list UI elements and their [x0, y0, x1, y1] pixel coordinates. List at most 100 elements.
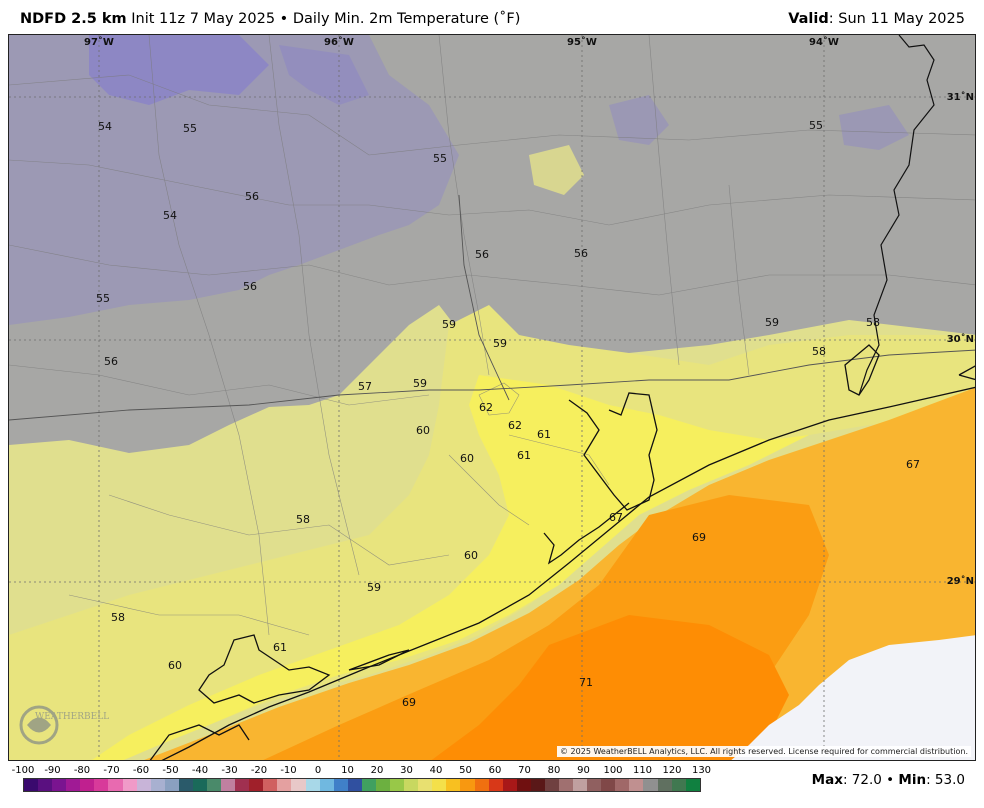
- temperature-value: 60: [168, 659, 182, 672]
- colorbar-swatch: [516, 779, 531, 791]
- colorbar-swatch: [460, 779, 475, 791]
- temperature-value: 55: [433, 152, 447, 165]
- colorbar-swatch: [685, 779, 700, 791]
- temperature-value: 59: [413, 377, 427, 390]
- temperature-value: 54: [98, 120, 112, 133]
- copyright-credit: © 2025 WeatherBELL Analytics, LLC. All r…: [557, 746, 971, 757]
- colorbar-swatch: [474, 779, 489, 791]
- legend-tick-label: 20: [370, 765, 384, 776]
- colorbar-swatch: [263, 779, 278, 791]
- map-title: NDFD 2.5 km Init 11z 7 May 2025 • Daily …: [20, 11, 520, 27]
- weatherbell-logo: WEATHERBELL: [19, 705, 109, 745]
- temperature-value: 69: [692, 531, 706, 544]
- legend-tick-label: 90: [577, 765, 590, 776]
- max-label: Max: [811, 772, 843, 788]
- min-label: Min: [898, 772, 927, 788]
- coastline: [149, 344, 975, 760]
- graticule: [9, 35, 975, 760]
- legend-tick-label: -60: [132, 765, 150, 776]
- colorbar-swatch: [108, 779, 123, 791]
- colorbar-swatch: [192, 779, 208, 791]
- init-time: Init 11z 7 May 2025: [131, 11, 276, 27]
- temperature-value: 67: [609, 511, 623, 524]
- colorbar-swatch: [24, 779, 39, 791]
- legend-tick-label: 120: [662, 765, 682, 776]
- legend-tick-label: 110: [632, 765, 653, 776]
- min-value: : 53.0: [926, 772, 965, 788]
- temperature-value: 59: [442, 318, 456, 331]
- valid-value: : Sun 11 May 2025: [828, 11, 965, 27]
- stats-separator: •: [886, 772, 895, 788]
- colorbar-swatch: [122, 779, 137, 791]
- colorbar-swatch: [178, 779, 193, 791]
- temperature-value: 67: [906, 458, 920, 471]
- legend-tick-label: -30: [221, 765, 238, 776]
- colorbar-swatch: [601, 779, 616, 791]
- cold-pocket-nw: [89, 35, 269, 105]
- highways: [9, 194, 975, 421]
- gulf-warm-71: [431, 615, 789, 760]
- temperature-value: 59: [493, 337, 507, 350]
- colorbar-swatch: [38, 779, 53, 791]
- county-lines: [9, 35, 975, 636]
- temperature-value: 61: [537, 428, 551, 441]
- legend-tick-label: 40: [429, 765, 443, 776]
- colorbar-swatch: [235, 779, 250, 791]
- colorbar-swatch: [277, 779, 292, 791]
- temperature-value: 60: [416, 424, 430, 437]
- temperature-value: 58: [866, 316, 880, 329]
- colorbar-swatch: [136, 779, 151, 791]
- legend-tick-label: 0: [314, 765, 322, 776]
- colorbar-swatch: [671, 779, 686, 791]
- longitude-label: 94˚W: [809, 36, 839, 48]
- temperature-value: 60: [460, 452, 474, 465]
- state-boundary: [858, 35, 935, 396]
- temperature-value: 58: [296, 513, 310, 526]
- cold-region-54: [9, 35, 459, 325]
- legend-tick-label: -100: [11, 765, 35, 776]
- title-separator: •: [279, 11, 289, 27]
- temperature-value: 56: [104, 355, 118, 368]
- latitude-label: 30˚N: [947, 333, 974, 345]
- legend-tick-label: -50: [162, 765, 179, 776]
- colorbar-swatch: [221, 779, 236, 791]
- legend-tick-label: 60: [488, 765, 502, 776]
- cold-pocket-ne2: [839, 105, 909, 150]
- longitude-labels: 97˚W 96˚W 95˚W 94˚W: [84, 36, 839, 48]
- colorbar-swatch: [573, 779, 588, 791]
- legend-tick-label: 80: [547, 765, 561, 776]
- temperature-value: 54: [163, 209, 177, 222]
- max-value: : 72.0: [842, 772, 882, 788]
- colorbar-swatch: [52, 779, 67, 791]
- colorbar-swatch: [615, 779, 630, 791]
- colorbar-swatch: [544, 779, 559, 791]
- temperature-value: 56: [245, 190, 259, 203]
- colorbar-swatch: [347, 779, 362, 791]
- latitude-label: 31˚N: [947, 91, 974, 103]
- temperature-value: 55: [809, 119, 823, 132]
- temperature-value: 56: [243, 280, 257, 293]
- temperature-value: 59: [367, 581, 381, 594]
- temperature-value: 55: [96, 292, 110, 305]
- colorbar-swatch: [446, 779, 461, 791]
- temperature-value: 57: [358, 380, 372, 393]
- colorbar-swatch: [629, 779, 644, 791]
- model-name: NDFD 2.5 km: [20, 11, 127, 27]
- temperature-map[interactable]: WEATHERBELL 97˚W 96˚W 95˚W 94˚W 31˚N 30˚N 29˚…: [8, 34, 976, 761]
- colorbar-swatch: [150, 779, 165, 791]
- legend-tick-label: -20: [250, 765, 268, 776]
- temperature-value: 58: [111, 611, 125, 624]
- cold-pocket-ne: [609, 95, 669, 145]
- colorbar-swatch: [333, 779, 348, 791]
- colorbar-swatch: [643, 779, 658, 791]
- product-name: Daily Min. 2m Temperature (˚F): [292, 11, 521, 27]
- colorbar-swatch: [66, 779, 81, 791]
- colorbar-swatch: [361, 779, 376, 791]
- colorbar-swatch: [558, 779, 574, 791]
- temperature-value: 61: [273, 641, 287, 654]
- legend-tick-label: 70: [518, 765, 531, 776]
- temperature-value: 56: [475, 248, 489, 261]
- colorbar-swatch: [488, 779, 503, 791]
- longitude-label: 96˚W: [324, 36, 354, 48]
- map-canvas: WEATHERBELL 97˚W 96˚W 95˚W 94˚W 31˚N 30˚N 29˚…: [9, 35, 975, 760]
